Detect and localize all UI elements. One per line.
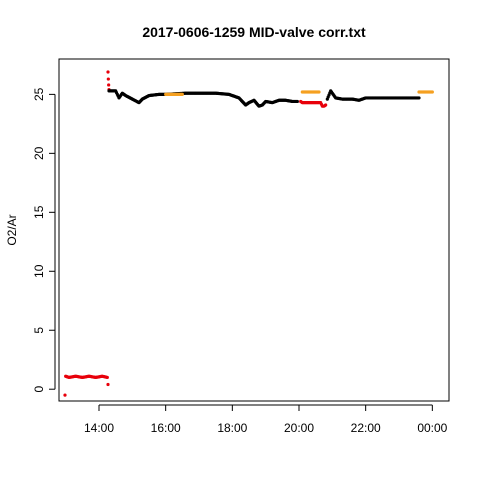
y-tick-label: 25 xyxy=(32,87,46,101)
data-point xyxy=(106,77,110,81)
series-1 xyxy=(107,89,421,108)
x-tick-label: 18:00 xyxy=(217,421,247,435)
x-tick-label: 14:00 xyxy=(84,421,114,435)
data-point xyxy=(179,92,184,96)
x-tick-label: 00:00 xyxy=(417,421,447,435)
data-point xyxy=(429,90,434,94)
plot-area xyxy=(58,58,450,402)
data-point xyxy=(316,90,320,94)
series-0 xyxy=(63,70,328,397)
data-point xyxy=(106,70,110,74)
chart-title: 2017-0606-1259 MID-valve corr.txt xyxy=(142,24,366,40)
data-point xyxy=(106,382,110,387)
series-layer xyxy=(63,70,434,397)
data-point xyxy=(104,375,109,379)
x-tick-label: 20:00 xyxy=(284,421,314,435)
data-point xyxy=(416,96,420,100)
y-axis: 0 5 10 15 20 25 xyxy=(32,87,56,393)
y-tick-label: 20 xyxy=(32,146,46,160)
y-tick-label: 0 xyxy=(32,386,46,393)
y-tick-label: 15 xyxy=(32,205,46,219)
data-point xyxy=(63,393,67,397)
data-point xyxy=(329,90,334,94)
y-axis-label: O2/Ar xyxy=(5,214,19,245)
series-2 xyxy=(164,90,434,96)
y-tick-label: 5 xyxy=(32,327,46,334)
y-tick-label: 10 xyxy=(32,264,46,278)
data-point xyxy=(294,99,299,104)
data-point xyxy=(107,83,111,87)
x-tick-label: 16:00 xyxy=(151,421,181,435)
x-axis: 14:00 16:00 18:00 20:00 22:00 00:00 xyxy=(84,404,448,435)
data-point xyxy=(323,103,327,108)
x-tick-label: 22:00 xyxy=(351,421,381,435)
